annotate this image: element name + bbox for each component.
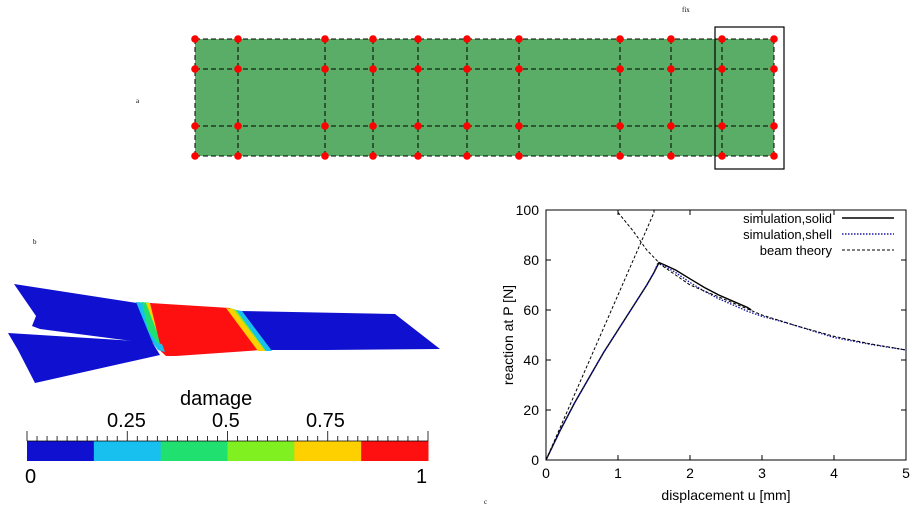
beam-mesh-diagram (191, 26, 785, 170)
legend-label: simulation,solid (743, 211, 832, 226)
mesh-node (369, 122, 377, 130)
mesh-node (770, 122, 778, 130)
mesh-node (770, 152, 778, 160)
mesh-node (770, 35, 778, 43)
mesh-node (616, 35, 624, 43)
mesh-node (321, 65, 329, 73)
mesh-node (515, 122, 523, 130)
legend-title: damage (180, 388, 253, 410)
mesh-node (718, 65, 726, 73)
mesh-node (616, 122, 624, 130)
mesh-node (515, 65, 523, 73)
series-line-simulation-shell (546, 262, 906, 460)
mesh-node (718, 35, 726, 43)
mesh-node (191, 65, 199, 73)
mesh-node (234, 152, 242, 160)
mesh-node (234, 35, 242, 43)
y-tick-label: 40 (523, 352, 539, 368)
y-tick-label: 100 (516, 202, 540, 218)
fixed-region-box (714, 26, 785, 170)
x-tick-label: 0 (542, 465, 550, 481)
x-axis-label: displacement u [mm] (661, 487, 790, 503)
mesh-node (463, 65, 471, 73)
mesh-node (616, 152, 624, 160)
x-tick-label: 4 (830, 465, 838, 481)
mesh-node (463, 35, 471, 43)
beam-body (195, 39, 774, 156)
mesh-node (234, 65, 242, 73)
mesh-node (718, 122, 726, 130)
x-tick-label: 3 (758, 465, 766, 481)
mesh-node (321, 35, 329, 43)
legend-tick-label-025: 0.25 (107, 410, 146, 432)
series-line-simulation-solid (546, 261, 752, 460)
mesh-node (667, 122, 675, 130)
y-tick-label: 80 (523, 252, 539, 268)
mesh-node (414, 122, 422, 130)
mesh-node (463, 152, 471, 160)
legend-label: beam theory (760, 243, 833, 258)
legend-label: simulation,shell (743, 227, 832, 242)
y-tick-label: 60 (523, 302, 539, 318)
x-tick-label: 5 (902, 465, 910, 481)
mesh-node (667, 35, 675, 43)
plot-frame (545, 209, 907, 461)
x-tick-label: 1 (614, 465, 622, 481)
legend-tick-label-075: 0.75 (306, 410, 345, 432)
y-tick-label: 0 (531, 452, 539, 468)
mesh-node (414, 65, 422, 73)
x-tick-label: 2 (686, 465, 694, 481)
mesh-node (667, 65, 675, 73)
mesh-node (369, 35, 377, 43)
y-tick-label: 20 (523, 402, 539, 418)
mesh-node (515, 35, 523, 43)
series-line-beam-theory (617, 212, 906, 351)
mesh-node (770, 65, 778, 73)
panel-label-c: c (484, 498, 488, 506)
panel-label-b: b (33, 238, 37, 246)
mesh-node (718, 152, 726, 160)
mesh-node (191, 152, 199, 160)
mesh-node (191, 35, 199, 43)
mesh-node (414, 35, 422, 43)
mesh-node (463, 122, 471, 130)
fix-label: fix (682, 6, 690, 14)
mesh-node (515, 152, 523, 160)
mesh-node (414, 152, 422, 160)
mesh-node (369, 152, 377, 160)
mesh-node (191, 122, 199, 130)
y-axis-label: reaction at P [N] (500, 285, 516, 385)
panel-label-a: a (136, 97, 140, 105)
series-line-beam-theory (546, 210, 655, 460)
mesh-node (616, 65, 624, 73)
legend-tick-label-05: 0.5 (212, 410, 240, 432)
mesh-node (321, 122, 329, 130)
mesh-node (321, 152, 329, 160)
mesh-node (369, 65, 377, 73)
legend-min-label: 0 (25, 466, 37, 488)
legend-max-label: 1 (416, 466, 428, 488)
mesh-node (667, 152, 675, 160)
mesh-node (234, 122, 242, 130)
